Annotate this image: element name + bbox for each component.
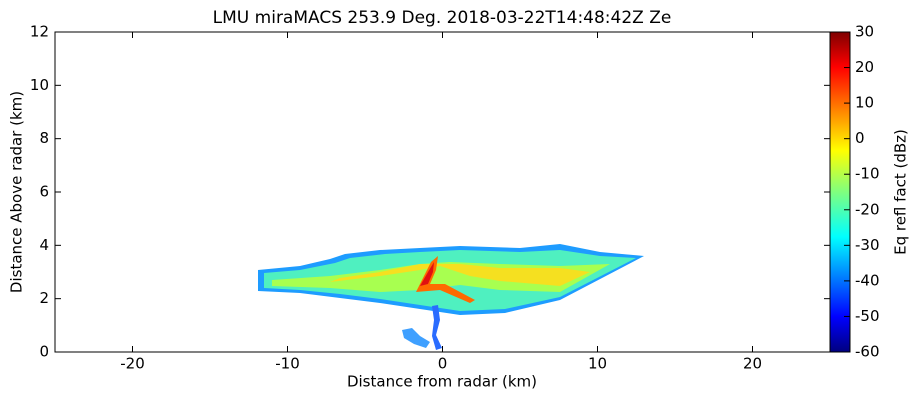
- radar-field: [258, 244, 644, 350]
- colorbar: [829, 31, 851, 353]
- colorbar-tick-label: -20: [855, 200, 880, 218]
- colorbar-tick-label: -40: [855, 271, 880, 289]
- y-tick-label: 10: [30, 76, 49, 94]
- colorbar-tick-label: 20: [855, 58, 874, 76]
- x-axis-label: Distance from radar (km): [347, 373, 537, 391]
- colorbar-tick-label: 10: [855, 94, 874, 112]
- field-max: [420, 262, 434, 286]
- x-tick-label: 0: [438, 355, 448, 373]
- y-tick-label: 2: [39, 289, 49, 307]
- y-tick-label: 8: [39, 129, 49, 147]
- colorbar-label: Eq refl fact (dBz): [892, 129, 910, 255]
- colorbar-tick-label: -60: [855, 343, 880, 361]
- y-tick-label: 6: [39, 183, 49, 201]
- colorbar-tick-label: -30: [855, 236, 880, 254]
- clutter: [402, 328, 430, 348]
- x-tick-label: -20: [120, 355, 145, 373]
- colorbar-tick-label: -10: [855, 165, 880, 183]
- y-tick-label: 4: [39, 236, 49, 254]
- chart-title: LMU miraMACS 253.9 Deg. 2018-03-22T14:48…: [213, 8, 672, 28]
- x-tick-label: 20: [743, 355, 762, 373]
- field-band: [330, 264, 590, 286]
- y-tick-label: 0: [39, 343, 49, 361]
- colorbar-tick-label: 30: [855, 23, 874, 41]
- colorbar-tick-label: 0: [855, 129, 865, 147]
- y-tick-label: 12: [30, 23, 49, 41]
- y-axis-label: Distance Above radar (km): [8, 91, 26, 293]
- x-tick-label: 10: [588, 355, 607, 373]
- colorbar-tick-label: -50: [855, 307, 880, 325]
- clutter: [432, 305, 442, 350]
- x-tick-label: -10: [275, 355, 300, 373]
